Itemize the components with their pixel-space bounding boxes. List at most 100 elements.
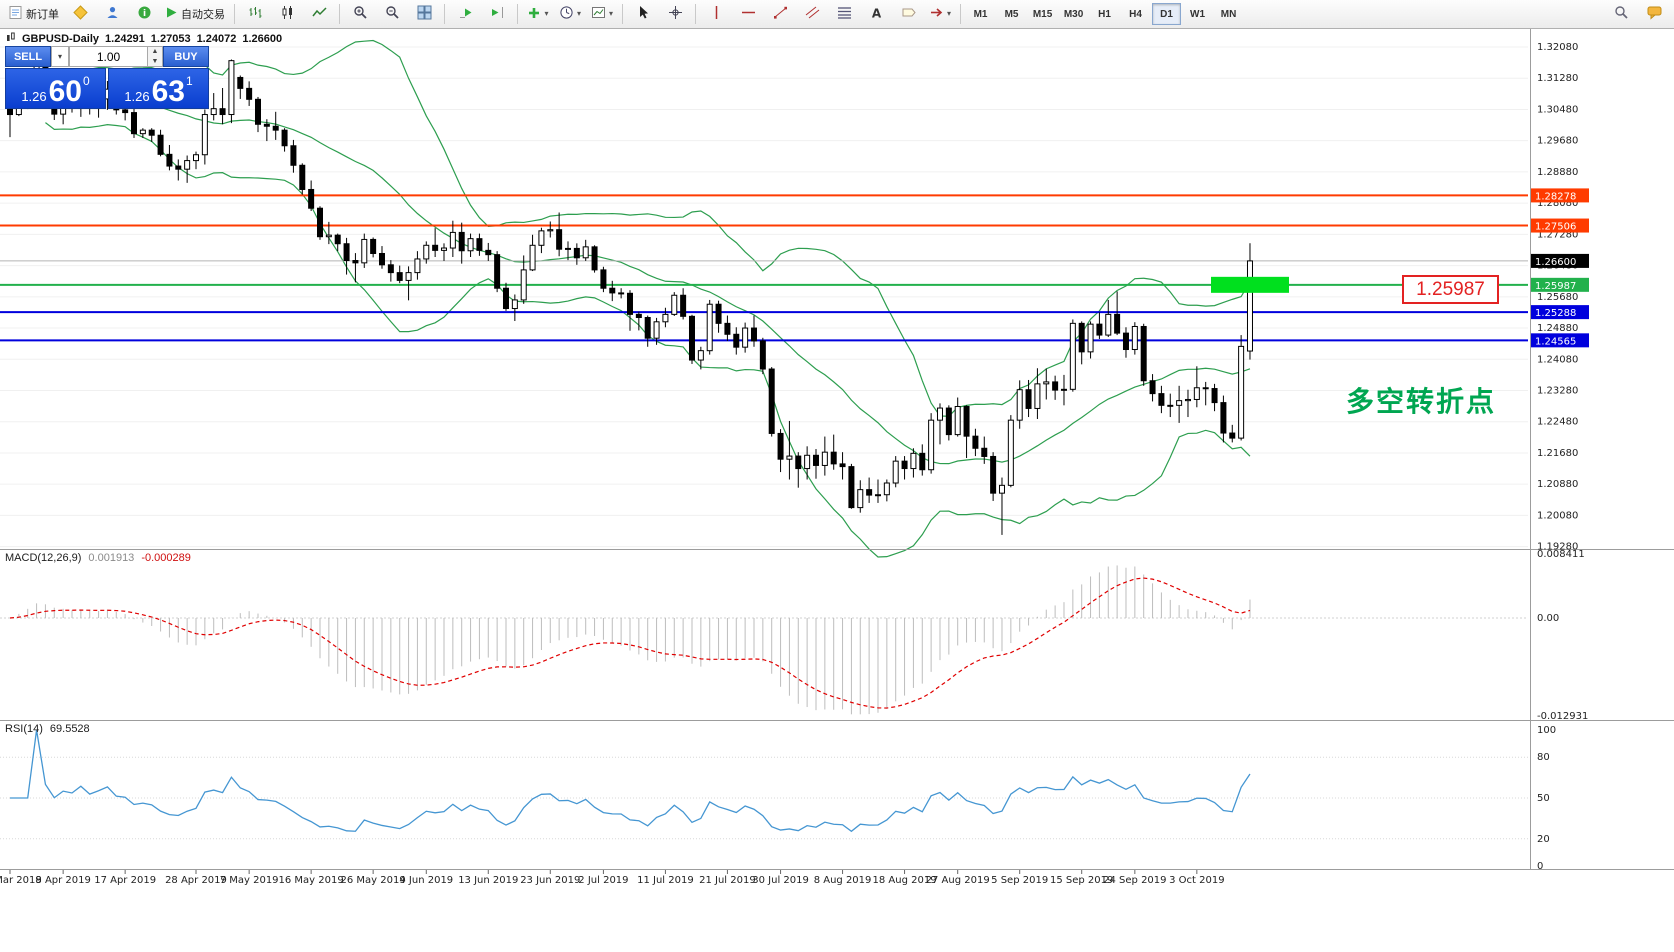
sell-button[interactable]: SELL — [5, 46, 51, 67]
timeframe-button-h4[interactable]: H4 — [1129, 8, 1142, 20]
toolbar-separator — [622, 4, 624, 24]
svg-text:1.21680: 1.21680 — [1537, 448, 1578, 459]
line-chart-icon — [311, 5, 327, 23]
vertical-line-button[interactable] — [701, 2, 731, 26]
toolbar-separator — [695, 4, 697, 24]
text-label-button[interactable] — [893, 2, 923, 26]
chat-icon — [1647, 5, 1663, 23]
buy-price-big: 63 — [151, 75, 185, 108]
svg-text:3 Oct 2019: 3 Oct 2019 — [1169, 875, 1224, 886]
price-annotation-label[interactable]: 1.25987 — [1402, 275, 1499, 304]
highlight-rect-layer — [1211, 276, 1289, 293]
chart-ohlc-header: GBPUSD-Daily 1.24291 1.27053 1.24072 1.2… — [6, 32, 282, 45]
timeframes-dropdown-button[interactable]: ▾ — [555, 2, 585, 26]
one-click-trade-panel: SELL ▾ ▲ ▼ BUY 1.26 60 0 1.26 63 1 — [5, 46, 209, 109]
community-icon — [105, 5, 120, 23]
order-options-dropdown[interactable]: ▾ — [51, 46, 69, 67]
fibonacci-button[interactable] — [829, 2, 859, 26]
bar-chart-icon — [248, 5, 263, 23]
svg-text:1.20080: 1.20080 — [1537, 510, 1578, 521]
svg-text:1.22480: 1.22480 — [1537, 417, 1578, 428]
svg-text:30 Jul 2019: 30 Jul 2019 — [752, 875, 809, 886]
indicators-icon — [527, 6, 541, 23]
svg-text:1.30480: 1.30480 — [1537, 104, 1578, 115]
shapes-button[interactable]: ▾ — [925, 2, 955, 26]
channel-button[interactable] — [797, 2, 827, 26]
svg-text:1.26600: 1.26600 — [1535, 257, 1576, 268]
profiles-icon — [72, 5, 88, 23]
volume-stepper-up[interactable]: ▲ — [148, 47, 162, 57]
svg-text:0.00: 0.00 — [1537, 613, 1559, 624]
auto-scroll-button[interactable] — [450, 2, 480, 26]
chart-high-value: 1.27053 — [150, 32, 191, 45]
svg-text:100: 100 — [1537, 725, 1556, 736]
svg-text:-0.012931: -0.012931 — [1537, 711, 1588, 722]
timeframe-button-m1[interactable]: M1 — [973, 8, 988, 20]
autotrading-button[interactable]: 自动交易 — [161, 2, 229, 26]
indicators-button[interactable]: ▾ — [523, 2, 553, 26]
timeframe-button-m15[interactable]: M15 — [1032, 8, 1053, 20]
svg-text:21 Jul 2019: 21 Jul 2019 — [699, 875, 756, 886]
chart-shift-button[interactable] — [482, 2, 512, 26]
svg-text:4 Jun 2019: 4 Jun 2019 — [399, 875, 453, 886]
zoom-in-icon — [353, 5, 368, 23]
chart-symbol-label: GBPUSD-Daily — [22, 32, 100, 45]
toolbar-separator — [339, 4, 340, 24]
timeframe-button-d1[interactable]: D1 — [1152, 3, 1182, 25]
volume-input[interactable] — [69, 46, 148, 67]
profiles-button[interactable] — [65, 2, 95, 26]
info-button[interactable]: i — [129, 2, 159, 26]
svg-text:1.27506: 1.27506 — [1535, 222, 1576, 233]
svg-text:2 Jul 2019: 2 Jul 2019 — [578, 875, 628, 886]
rsi-layer — [0, 729, 1528, 840]
sell-price-display[interactable]: 1.26 60 0 — [5, 68, 106, 109]
chat-button[interactable] — [1640, 2, 1670, 26]
clock-icon — [559, 5, 574, 23]
buy-button[interactable]: BUY — [163, 46, 209, 67]
candlestick-chart-button[interactable] — [272, 2, 302, 26]
svg-text:29 Mar 2019: 29 Mar 2019 — [0, 875, 42, 886]
svg-text:1.29680: 1.29680 — [1537, 136, 1578, 147]
toolbar-separator — [517, 4, 518, 24]
crosshair-button[interactable] — [660, 2, 690, 26]
trendline-button[interactable] — [765, 2, 795, 26]
text-button[interactable]: A — [861, 2, 891, 26]
templates-button[interactable]: ▾ — [587, 2, 617, 26]
svg-text:1.28278: 1.28278 — [1535, 191, 1576, 202]
bollinger-layer — [45, 39, 1251, 558]
channel-icon — [805, 5, 820, 23]
svg-text:1.28880: 1.28880 — [1537, 167, 1578, 178]
community-button[interactable] — [97, 2, 127, 26]
svg-text:1.25987: 1.25987 — [1535, 281, 1576, 292]
cursor-button[interactable] — [628, 2, 658, 26]
turning-point-note[interactable]: 多空转折点 — [1346, 386, 1497, 417]
timeframe-button-m5[interactable]: M5 — [1004, 8, 1019, 20]
svg-text:50: 50 — [1537, 793, 1550, 804]
toolbar-separator — [234, 4, 235, 24]
text-label-icon — [901, 5, 916, 23]
zoom-out-button[interactable] — [377, 2, 407, 26]
svg-text:A: A — [871, 6, 881, 20]
timeframe-button-m30[interactable]: M30 — [1063, 8, 1084, 20]
horizontal-line-button[interactable] — [733, 2, 763, 26]
line-chart-button[interactable] — [304, 2, 334, 26]
timeframe-button-w1[interactable]: W1 — [1190, 8, 1206, 20]
timeframe-button-h1[interactable]: H1 — [1098, 8, 1111, 20]
zoom-in-button[interactable] — [345, 2, 375, 26]
buy-price-display[interactable]: 1.26 63 1 — [108, 68, 209, 109]
svg-text:1.24080: 1.24080 — [1537, 354, 1578, 365]
search-icon — [1614, 5, 1629, 23]
volume-stepper-down[interactable]: ▼ — [148, 56, 162, 66]
timeframe-button-mn[interactable]: MN — [1220, 8, 1237, 20]
tile-windows-button[interactable] — [409, 2, 439, 26]
macd-signal-value: -0.000289 — [141, 552, 191, 564]
panel-separators — [0, 29, 1674, 870]
cursor-icon — [636, 5, 651, 23]
zoom-out-icon — [385, 5, 400, 23]
svg-text:1.19280: 1.19280 — [1537, 542, 1578, 553]
new-order-button[interactable]: 新订单 — [4, 2, 63, 26]
bar-chart-button[interactable] — [240, 2, 270, 26]
search-button[interactable] — [1606, 2, 1636, 26]
